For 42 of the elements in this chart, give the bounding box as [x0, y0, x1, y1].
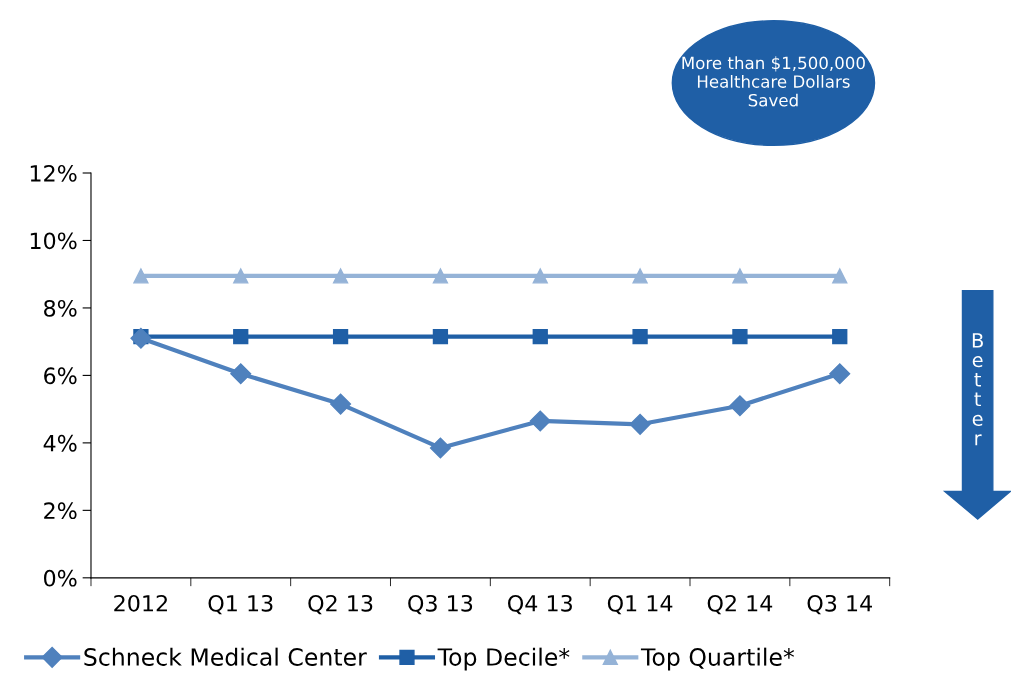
point	[429, 437, 451, 459]
point	[732, 328, 748, 345]
point	[629, 413, 651, 435]
point	[632, 268, 648, 284]
y-tick-label: 10%	[30, 232, 77, 250]
point	[330, 393, 352, 415]
point	[729, 395, 751, 417]
y-tick-label: 12%	[30, 164, 77, 182]
point	[332, 328, 349, 345]
point	[233, 268, 249, 284]
y-tick-label: 6%	[44, 367, 77, 385]
x-tick-label: Q1 13	[208, 594, 273, 615]
point	[832, 268, 848, 284]
point	[829, 363, 851, 385]
x-tick-label: Q2 14	[707, 594, 773, 615]
point	[632, 328, 648, 345]
text: More than $1,500,000 Healthcare Dollars Saved	[682, 56, 865, 107]
point	[230, 363, 252, 385]
x-tick-label: Q4 13	[508, 594, 572, 615]
point	[532, 328, 548, 345]
text: Better	[972, 333, 983, 446]
y-tick-label: 8%	[44, 299, 77, 317]
y-tick-label: 4%	[43, 434, 77, 452]
point	[332, 268, 349, 284]
point	[133, 268, 149, 284]
x-tick-label: Q3 14	[807, 594, 872, 615]
point	[732, 268, 748, 284]
point	[432, 328, 449, 345]
point	[832, 328, 848, 345]
legend-label: Top Quartile*	[640, 647, 795, 671]
legend-label: Schneck Medical Center	[84, 647, 367, 666]
point	[529, 410, 551, 432]
legend-label: Top Decile*	[437, 647, 570, 671]
point	[532, 268, 548, 284]
y-tick-label: 2%	[44, 502, 77, 520]
point	[233, 328, 249, 345]
x-tick-label: Q1 14	[607, 594, 673, 615]
x-tick-label: Q2 13	[308, 594, 373, 615]
x-tick-label: 2012	[114, 594, 167, 612]
x-tick-label: Q3 13	[408, 594, 473, 615]
y-tick-label: 0%	[44, 569, 77, 587]
point	[432, 268, 449, 284]
